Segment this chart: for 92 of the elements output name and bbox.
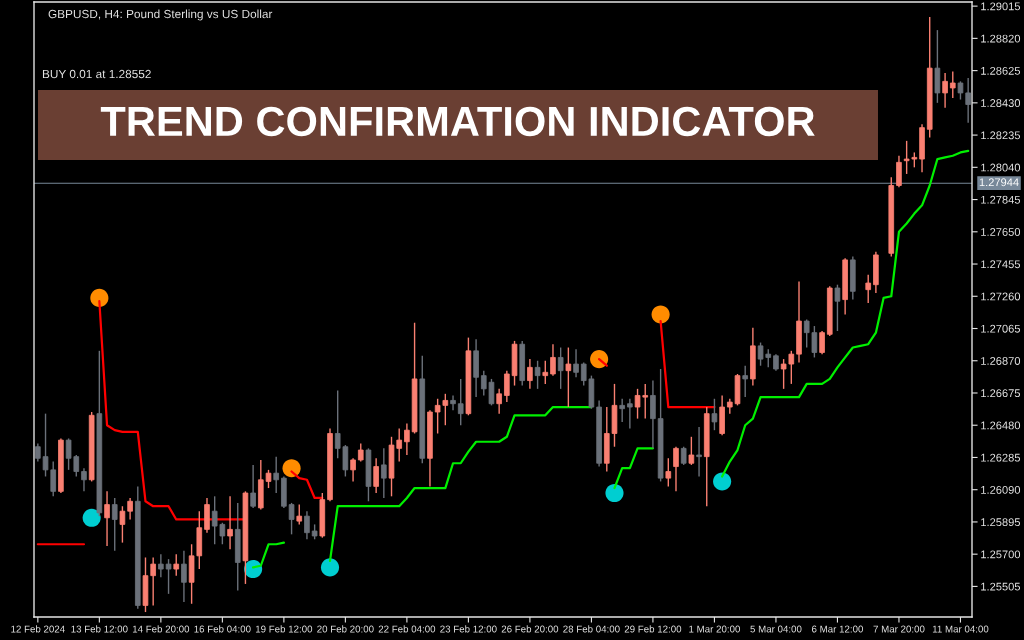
y-tick-label: 1.29015 [981, 2, 1021, 11]
y-tick-label: 1.26285 [981, 453, 1021, 462]
point [605, 483, 624, 503]
x-tick-label: 28 Feb 04:00 [563, 625, 620, 633]
point [282, 459, 301, 478]
x-tick-label: 16 Feb 04:00 [194, 625, 251, 633]
x-tick-label: 7 Mar 20:00 [873, 625, 925, 633]
candlestick [373, 457, 379, 494]
y-tick-label: 1.28625 [981, 66, 1021, 75]
candlestick [673, 446, 679, 493]
candlestick [81, 467, 87, 493]
y-tick-label: 1.28040 [981, 163, 1021, 172]
y-tick-label: 1.26675 [981, 389, 1021, 398]
candlestick [250, 464, 256, 509]
x-tick-label: 23 Feb 12:00 [440, 625, 497, 633]
x-tick-label: 5 Mar 04:00 [750, 625, 802, 633]
y-tick-label: 1.28820 [981, 34, 1021, 43]
candlestick [688, 436, 695, 466]
annotation: BUY 0.01 at 1.28552 [42, 69, 151, 79]
y-tick-label: 1.26480 [981, 421, 1021, 430]
ref-line-label: 1.27944 [979, 178, 1019, 187]
y-tick-label: 1.25895 [981, 518, 1021, 527]
candlestick [711, 398, 718, 431]
candlestick [165, 558, 172, 595]
candlestick [949, 70, 956, 99]
candlestick [273, 455, 279, 494]
candlestick [158, 553, 164, 579]
candlestick [288, 502, 295, 536]
y-tick-label: 1.26090 [981, 485, 1021, 494]
y-tick-label: 1.28235 [981, 131, 1021, 140]
candlestick [534, 360, 541, 390]
candlestick [450, 394, 456, 412]
y-tick-label: 1.27845 [981, 195, 1021, 204]
candlestick [527, 358, 533, 390]
candlestick [573, 348, 579, 378]
candlestick [304, 510, 310, 540]
candlestick [127, 497, 133, 521]
candlestick [834, 284, 841, 332]
y-tick-label: 1.27650 [981, 228, 1021, 236]
point [82, 508, 101, 527]
x-tick-label: 20 Feb 20:00 [317, 625, 374, 633]
candlestick [119, 505, 126, 544]
candlestick [227, 495, 233, 550]
candlestick [296, 503, 303, 526]
candlestick [896, 155, 902, 188]
candlestick [357, 442, 364, 463]
y-tick-label: 1.27260 [981, 292, 1021, 301]
y-tick-label: 1.25700 [981, 550, 1021, 559]
x-tick-label: 12 Feb 2024 [11, 625, 65, 633]
point [320, 558, 340, 577]
candlestick [550, 343, 556, 377]
x-tick-label: 19 Feb 12:00 [255, 625, 313, 633]
y-tick-label: 1.25505 [981, 582, 1021, 591]
candlestick [404, 422, 410, 456]
y-tick-label: 1.28430 [981, 99, 1021, 107]
candlestick [696, 426, 702, 478]
candlestick [111, 497, 118, 552]
candlestick [665, 457, 672, 488]
x-tick-label: 26 Feb 20:00 [501, 625, 559, 633]
text: TREND CONFIRMATION INDICATOR [100, 106, 815, 137]
x-tick-label: 29 Feb 12:00 [624, 625, 682, 633]
candlestick [819, 330, 825, 355]
candlestick [542, 360, 549, 385]
y-tick-label: 1.27455 [981, 260, 1021, 269]
candlestick [496, 388, 502, 415]
x-tick-label: 22 Feb 04:00 [378, 625, 436, 633]
candlestick [865, 274, 872, 304]
point [713, 472, 732, 491]
candlestick [104, 490, 110, 547]
text: GBPUSD, H4: Pound Sterling vs US Dollar [48, 9, 273, 21]
candlestick [619, 398, 625, 423]
x-tick-label: 14 Feb 20:00 [132, 625, 190, 633]
candlestick [181, 550, 187, 603]
candlestick [557, 346, 564, 390]
candlestick [457, 378, 464, 426]
candlestick [565, 346, 572, 408]
y-tick-label: 1.27065 [981, 324, 1021, 333]
x-tick-label: 1 Mar 20:00 [689, 625, 740, 633]
x-tick-label: 6 Mar 12:00 [812, 625, 864, 633]
candlestick [680, 446, 687, 466]
candlestick [942, 72, 948, 109]
y-tick-label: 1.26870 [981, 357, 1021, 365]
candlestick [350, 457, 356, 483]
x-tick-label: 11 Mar 04:00 [932, 625, 989, 633]
candlestick [381, 447, 387, 499]
candlestick [742, 365, 748, 398]
x-tick-label: 13 Feb 12:00 [71, 625, 128, 633]
point [651, 305, 670, 324]
candlestick [627, 398, 633, 430]
candlestick [173, 553, 180, 577]
point [90, 288, 109, 307]
candlestick [650, 379, 656, 450]
